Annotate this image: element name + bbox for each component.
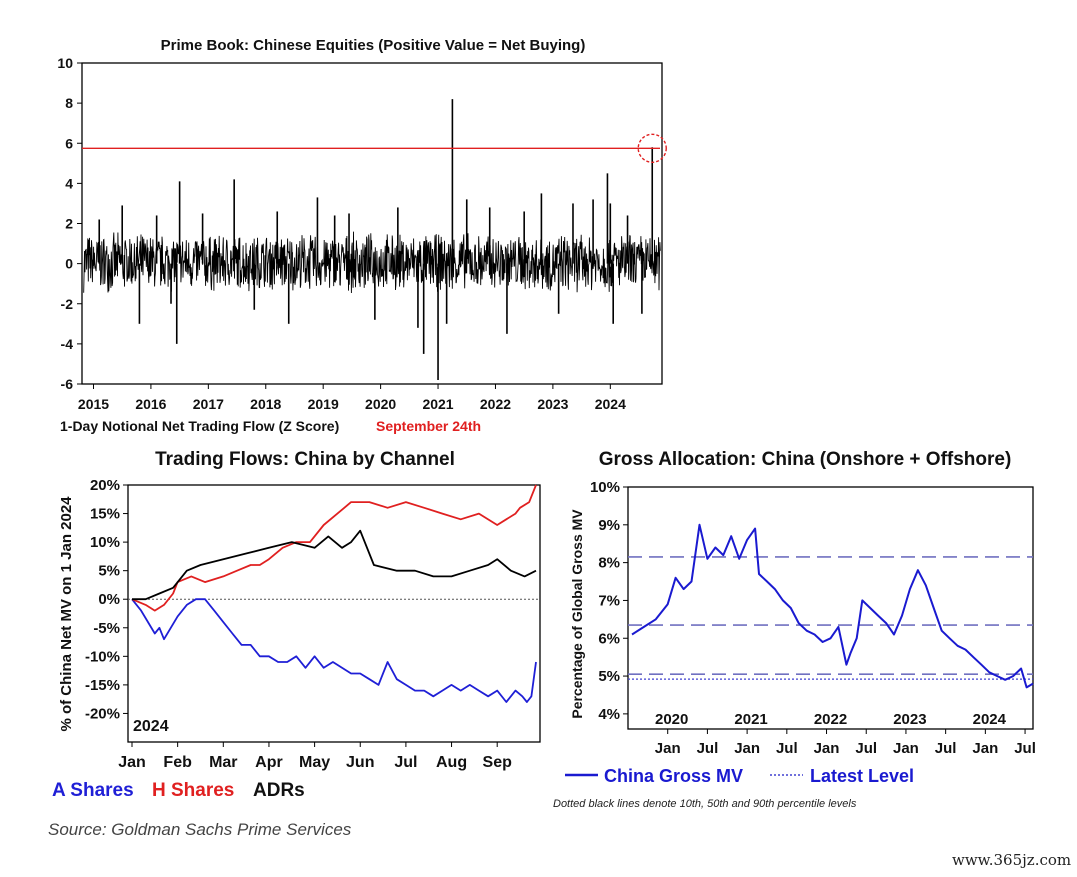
legend-china-gross: China Gross MV xyxy=(604,766,743,786)
y-tick-label: -20% xyxy=(85,705,120,722)
y-tick-label: 2 xyxy=(65,216,73,232)
legend-h-shares: H Shares xyxy=(152,780,234,801)
x-tick-label: Jan xyxy=(972,740,998,757)
year-label: 2023 xyxy=(893,711,926,728)
y-tick-label: 6% xyxy=(598,630,620,647)
x-tick-label: Jan xyxy=(893,740,919,757)
y-tick-label: -15% xyxy=(85,677,120,694)
y-tick-label: 0 xyxy=(65,256,73,272)
x-tick-label: 2021 xyxy=(422,396,453,412)
x-tick-label: Jul xyxy=(855,740,877,757)
y-tick-label: 10 xyxy=(57,55,73,71)
x-tick-label: May xyxy=(299,754,330,771)
x-tick-label: Jul xyxy=(697,740,719,757)
year-label: 2022 xyxy=(814,711,847,728)
x-tick-label: 2018 xyxy=(250,396,281,412)
x-tick-label: 2015 xyxy=(78,396,109,412)
y-tick-label: 5% xyxy=(98,563,120,580)
y-tick-label: -5% xyxy=(93,620,120,637)
x-tick-label: Mar xyxy=(209,754,237,771)
x-tick-label: Feb xyxy=(163,754,192,771)
x-tick-label: Jun xyxy=(346,754,374,771)
y-tick-label: 9% xyxy=(598,517,620,534)
series-line-adrs xyxy=(132,529,537,601)
channel-flows-series xyxy=(131,484,537,703)
x-tick-label: Jan xyxy=(655,740,681,757)
gross-allocation-legend: China Gross MV Latest Level xyxy=(565,766,914,786)
y-tick-label: 6 xyxy=(65,135,73,151)
series-line-h-shares xyxy=(131,484,537,612)
y-tick-label: -10% xyxy=(85,648,120,665)
gross-allocation-chart: Gross Allocation: China (Onshore + Offsh… xyxy=(553,449,1036,810)
y-tick-label: 7% xyxy=(598,592,620,609)
zscore-plot-frame xyxy=(81,62,663,385)
x-tick-label: Apr xyxy=(255,754,283,771)
gross-allocation-note: Dotted black lines denote 10th, 50th and… xyxy=(553,798,857,810)
zscore-x-ticks: 2015 2016 2017 2018 2019 2020 2021 2022 2023 2024 xyxy=(78,384,626,412)
y-tick-label: 4% xyxy=(598,706,620,723)
channel-flows-y-ticks: 20% 15% 10% 5% 0% -5% -10% -15% -20% xyxy=(85,477,128,722)
x-tick-label: Jul xyxy=(776,740,798,757)
channel-flows-y-label: % of China Net MV on 1 Jan 2024 xyxy=(58,496,75,732)
gross-allocation-year-labels: 2020 2021 2022 2023 2024 xyxy=(655,711,1007,728)
gross-allocation-plot-frame xyxy=(627,486,1034,730)
channel-flows-x-ticks: Jan Feb Mar Apr May Jun Jul Aug Sep xyxy=(118,742,512,771)
zscore-chart: Prime Book: Chinese Equities (Positive V… xyxy=(57,37,667,434)
y-tick-label: 5% xyxy=(598,668,620,685)
zscore-chart-title: Prime Book: Chinese Equities (Positive V… xyxy=(161,37,586,54)
year-label: 2021 xyxy=(734,711,767,728)
x-tick-label: Jan xyxy=(814,740,840,757)
x-tick-label: 2023 xyxy=(537,396,568,412)
channel-flows-chart: Trading Flows: China by Channel 20% 15% 10… xyxy=(52,449,541,801)
gross-allocation-title: Gross Allocation: China (Onshore + Offsh… xyxy=(599,449,1012,470)
zscore-spikes xyxy=(98,99,654,380)
channel-flows-title: Trading Flows: China by Channel xyxy=(155,449,455,470)
x-tick-label: Jan xyxy=(734,740,760,757)
x-tick-label: Jan xyxy=(118,754,146,771)
y-tick-label: 10% xyxy=(590,479,620,496)
zscore-x-label: 1-Day Notional Net Trading Flow (Z Score… xyxy=(60,418,339,434)
y-tick-label: -2 xyxy=(61,296,74,312)
channel-flows-plot-frame xyxy=(127,484,541,743)
legend-adrs: ADRs xyxy=(253,780,305,801)
x-tick-label: 2017 xyxy=(193,396,224,412)
x-tick-label: Aug xyxy=(436,754,467,771)
y-tick-label: -4 xyxy=(61,336,74,352)
x-tick-label: Jul xyxy=(935,740,957,757)
source-note: Source: Goldman Sachs Prime Services xyxy=(48,820,352,839)
x-tick-label: Sep xyxy=(483,754,513,771)
zscore-series-line xyxy=(83,231,661,294)
y-tick-label: 0% xyxy=(98,591,120,608)
year-label: 2024 xyxy=(973,711,1007,728)
legend-latest-level: Latest Level xyxy=(810,766,914,786)
x-tick-label: 2022 xyxy=(480,396,511,412)
gross-allocation-x-ticks: Jan Jul Jan Jul Jan Jul Jan Jul Jan Jul xyxy=(655,729,1036,757)
y-tick-label: -6 xyxy=(61,376,74,392)
china-gross-mv-line xyxy=(631,523,1034,689)
x-tick-label: 2016 xyxy=(135,396,166,412)
x-tick-label: Jul xyxy=(1014,740,1036,757)
zscore-annotation: September 24th xyxy=(376,418,481,434)
y-tick-label: 8 xyxy=(65,95,73,111)
x-tick-label: 2024 xyxy=(595,396,626,412)
x-tick-label: Jul xyxy=(394,754,417,771)
x-tick-label: 2019 xyxy=(308,396,339,412)
zscore-y-ticks: 10 8 6 4 2 0 -2 -4 -6 xyxy=(57,55,82,392)
y-tick-label: 8% xyxy=(598,555,620,572)
watermark: www.365jz.com xyxy=(952,851,1072,869)
latest-spike-marker xyxy=(637,133,667,163)
gross-allocation-y-ticks: 10% 9% 8% 7% 6% 5% 4% xyxy=(590,479,628,723)
y-tick-label: 15% xyxy=(90,506,120,523)
y-tick-label: 20% xyxy=(90,477,120,494)
channel-flows-legend: A Shares H Shares ADRs xyxy=(52,780,305,801)
channel-flows-inset-label: 2024 xyxy=(133,718,169,735)
y-tick-label: 10% xyxy=(90,534,120,551)
y-tick-label: 4 xyxy=(65,175,73,191)
series-line-a-shares xyxy=(131,598,537,703)
gross-allocation-y-label: Percentage of Global Gross MV xyxy=(569,509,585,719)
x-tick-label: 2020 xyxy=(365,396,396,412)
legend-a-shares: A Shares xyxy=(52,780,134,801)
year-label: 2020 xyxy=(655,711,688,728)
